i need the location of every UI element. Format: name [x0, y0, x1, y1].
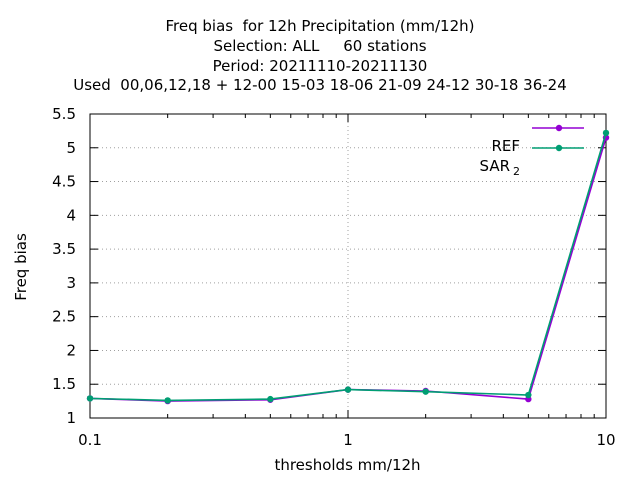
data-point [267, 395, 274, 403]
x-tick-label: 1 [343, 431, 353, 449]
title-line-4: Used 00,06,12,18 + 12-00 15-03 18-06 21-… [73, 76, 567, 94]
y-tick-label: 4.5 [52, 173, 76, 191]
data-point [344, 386, 352, 393]
y-tick-label: 1 [66, 409, 76, 427]
y-axis-label: Freq bias [12, 233, 30, 301]
legend-series-sub: 2 [513, 165, 520, 178]
legend-series-name: SAR [479, 157, 510, 175]
title-line-3: Period: 20211110-20211130 [212, 57, 428, 75]
y-tick-label: 5.5 [52, 105, 76, 123]
data-point [422, 388, 429, 395]
x-tick-label: 10 [596, 431, 615, 449]
series-line-ref [89, 137, 607, 402]
legend-series-name: REF [491, 137, 520, 155]
y-tick-label: 5 [66, 139, 76, 157]
data-point [525, 391, 532, 399]
title-line-1: Freq bias for 12h Precipitation (mm/12h) [165, 17, 475, 35]
x-axis-label: thresholds mm/12h [274, 456, 421, 474]
y-tick-label: 3.5 [52, 240, 76, 258]
data-point [164, 397, 171, 404]
legend-marker [555, 124, 563, 132]
legend-label-ref: REF [420, 119, 520, 173]
y-tick-label: 4 [66, 206, 76, 224]
legend-label-sar: SAR 2 [420, 139, 520, 193]
title-line-2: Selection: ALL 60 stations [213, 37, 427, 55]
x-tick-label: 0.1 [78, 431, 102, 449]
y-tick-label: 2.5 [52, 308, 76, 326]
y-tick-label: 2 [66, 341, 76, 359]
data-point [86, 395, 94, 402]
data-point [602, 129, 610, 137]
legend-marker [555, 144, 563, 152]
y-tick-label: 1.5 [52, 375, 76, 393]
y-tick-label: 3 [66, 274, 76, 292]
